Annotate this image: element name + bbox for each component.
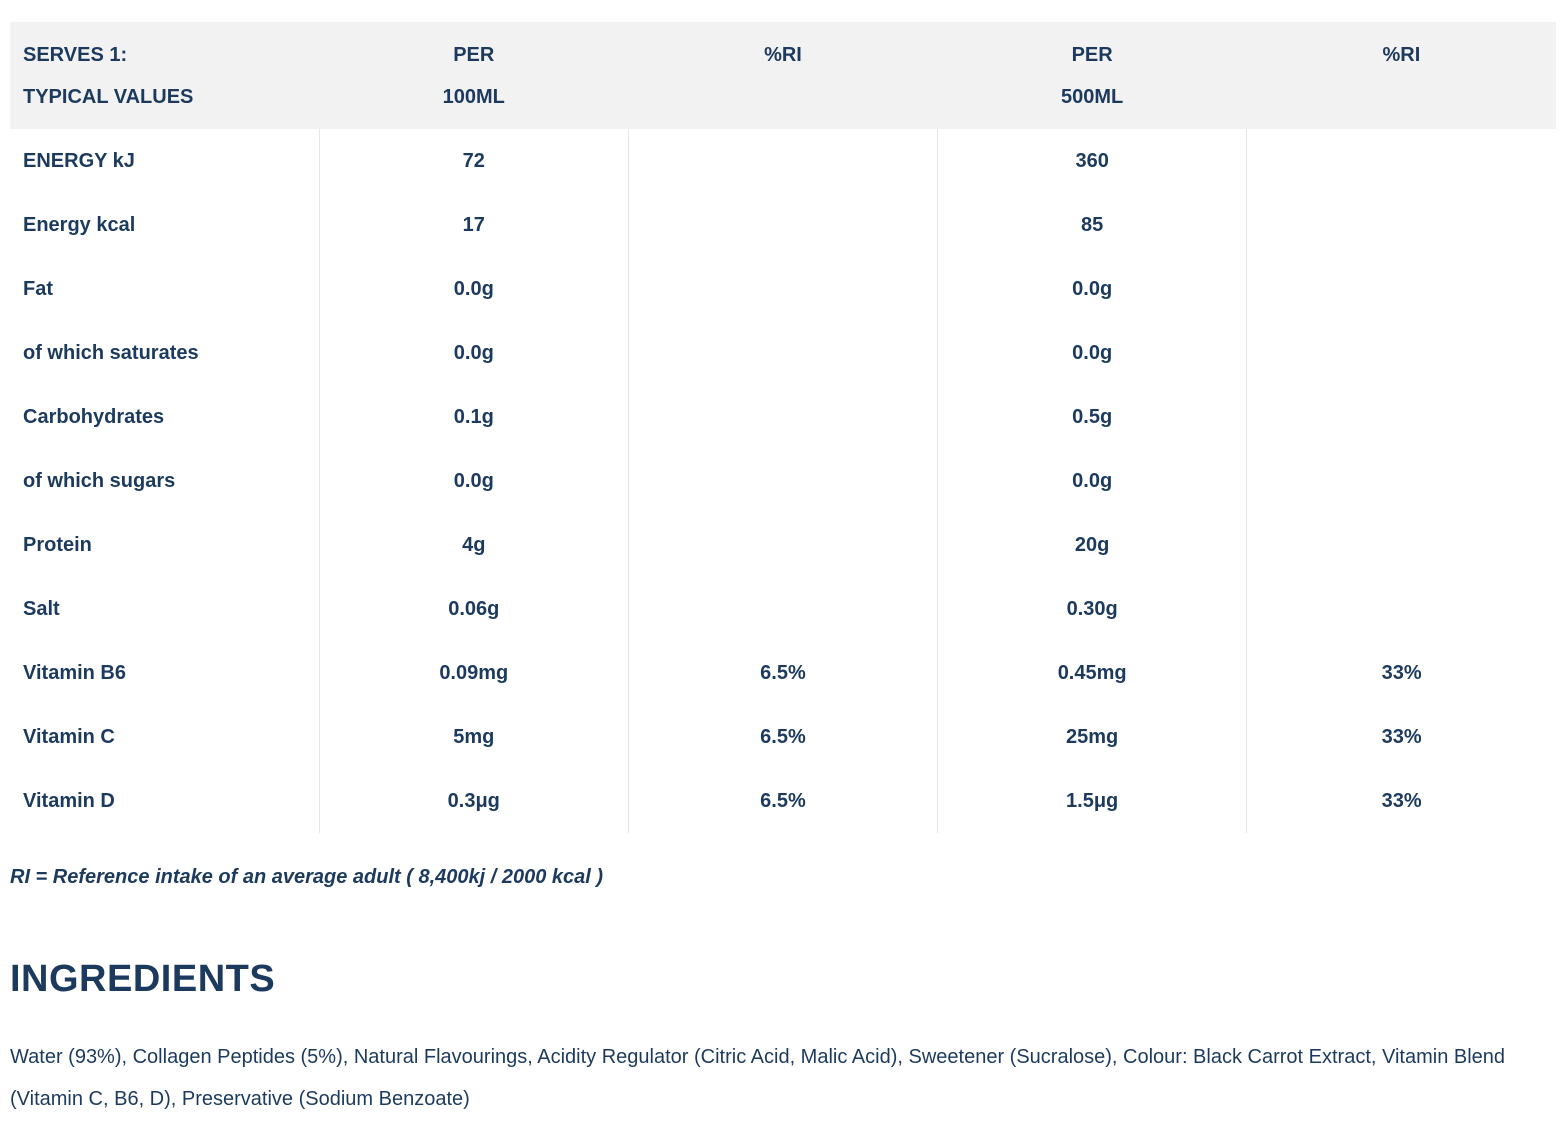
- header-cell-ri-500ml: %RI: [1247, 22, 1556, 129]
- ri-per-500ml: [1246, 385, 1556, 449]
- nutrition-table-header: SERVES 1: TYPICAL VALUES PER 100ML %RI P…: [10, 22, 1556, 129]
- header-line: [628, 76, 937, 118]
- ri-per-100ml: [627, 577, 938, 641]
- nutrient-label: ENERGY kJ: [23, 149, 135, 172]
- header-row: SERVES 1: TYPICAL VALUES PER 100ML %RI P…: [10, 22, 1556, 129]
- header-cell-typical-values: SERVES 1: TYPICAL VALUES: [10, 22, 319, 129]
- value-per-100ml: 0.09mg: [318, 641, 629, 705]
- nutrient-label: Fat: [23, 277, 53, 300]
- nutrition-table: SERVES 1: TYPICAL VALUES PER 100ML %RI P…: [10, 22, 1556, 833]
- ri-per-100ml: [627, 385, 938, 449]
- ri-per-500ml: [1246, 321, 1556, 385]
- ri-per-500ml: [1246, 449, 1556, 513]
- header-line: SERVES 1:: [23, 44, 128, 66]
- table-row: Vitamin B6 0.09mg 6.5% 0.45mg 33%: [10, 641, 1556, 705]
- table-row: Carbohydrates 0.1g 0.5g: [10, 385, 1556, 449]
- value-per-500ml: 85: [937, 193, 1247, 257]
- header-line: PER: [1071, 44, 1113, 66]
- nutrition-table-body: ENERGY kJ 72 360 Energy kcal 17 85 Fat 0.0g 0.0g…: [10, 129, 1556, 833]
- value-per-100ml: 0.06g: [318, 577, 629, 641]
- header-cell-per-100ml: PER 100ML: [319, 22, 628, 129]
- header-line: 500ML: [1061, 86, 1124, 108]
- ri-per-100ml: 6.5%: [627, 641, 938, 705]
- value-per-100ml: 0.1g: [318, 385, 629, 449]
- ri-per-500ml: [1246, 577, 1556, 641]
- ri-footnote: RI = Reference intake of an average adul…: [10, 866, 604, 888]
- table-row: Vitamin C 5mg 6.5% 25mg 33%: [10, 705, 1556, 769]
- header-cell-per-500ml: PER 500ML: [938, 22, 1247, 129]
- nutrient-label: Vitamin C: [23, 725, 115, 748]
- ri-per-100ml: [627, 449, 938, 513]
- header-line: PER: [453, 44, 495, 66]
- ri-per-100ml: 6.5%: [627, 705, 938, 769]
- ri-per-500ml: [1246, 193, 1556, 257]
- ri-per-100ml: 6.5%: [627, 769, 938, 833]
- nutrient-label: of which saturates: [23, 341, 199, 364]
- value-per-100ml: 0.0g: [318, 257, 629, 321]
- table-row: Vitamin D 0.3μg 6.5% 1.5μg 33%: [10, 769, 1556, 833]
- ri-per-100ml: [627, 129, 938, 193]
- value-per-100ml: 17: [318, 193, 629, 257]
- header-line: TYPICAL VALUES: [23, 86, 194, 108]
- header-line: [1247, 76, 1556, 118]
- value-per-500ml: 0.0g: [937, 321, 1247, 385]
- ri-per-500ml: [1246, 513, 1556, 577]
- value-per-500ml: 0.30g: [937, 577, 1247, 641]
- ri-per-100ml: [627, 257, 938, 321]
- ri-per-100ml: [627, 513, 938, 577]
- ri-per-500ml: [1246, 129, 1556, 193]
- table-row: ENERGY kJ 72 360: [10, 129, 1556, 193]
- nutrient-label: Salt: [23, 597, 60, 620]
- table-row: Protein 4g 20g: [10, 513, 1556, 577]
- ri-per-500ml: 33%: [1246, 769, 1556, 833]
- nutrient-label: of which sugars: [23, 469, 176, 492]
- ri-per-500ml: 33%: [1246, 641, 1556, 705]
- value-per-100ml: 5mg: [318, 705, 629, 769]
- header-line: 100ML: [442, 86, 505, 108]
- value-per-100ml: 4g: [318, 513, 629, 577]
- value-per-500ml: 0.0g: [937, 257, 1247, 321]
- table-row: Fat 0.0g 0.0g: [10, 257, 1556, 321]
- value-per-500ml: 20g: [937, 513, 1247, 577]
- header-cell-ri-100ml: %RI: [628, 22, 937, 129]
- ri-per-500ml: 33%: [1246, 705, 1556, 769]
- ri-per-100ml: [627, 321, 938, 385]
- nutrient-label: Carbohydrates: [23, 405, 165, 428]
- nutrient-label: Vitamin D: [23, 789, 115, 812]
- value-per-500ml: 360: [937, 129, 1247, 193]
- nutrient-label: Energy kcal: [23, 213, 136, 236]
- value-per-100ml: 0.0g: [318, 321, 629, 385]
- ri-per-500ml: [1246, 257, 1556, 321]
- table-row: Salt 0.06g 0.30g: [10, 577, 1556, 641]
- table-row: of which sugars 0.0g 0.0g: [10, 449, 1556, 513]
- ri-per-100ml: [627, 193, 938, 257]
- header-line: %RI: [1382, 44, 1421, 66]
- ingredients-heading: INGREDIENTS: [10, 958, 276, 1000]
- value-per-500ml: 25mg: [937, 705, 1247, 769]
- nutrient-label: Protein: [23, 533, 92, 556]
- nutrient-label: Vitamin B6: [23, 661, 126, 684]
- header-line: %RI: [764, 44, 802, 66]
- table-row: of which saturates 0.0g 0.0g: [10, 321, 1556, 385]
- value-per-500ml: 0.45mg: [937, 641, 1247, 705]
- value-per-100ml: 72: [318, 129, 629, 193]
- ingredients-text: Water (93%), Collagen Peptides (5%), Nat…: [10, 1046, 1506, 1110]
- value-per-500ml: 1.5μg: [937, 769, 1247, 833]
- value-per-500ml: 0.0g: [937, 449, 1247, 513]
- value-per-100ml: 0.3μg: [318, 769, 629, 833]
- value-per-100ml: 0.0g: [318, 449, 629, 513]
- table-row: Energy kcal 17 85: [10, 193, 1556, 257]
- value-per-500ml: 0.5g: [937, 385, 1247, 449]
